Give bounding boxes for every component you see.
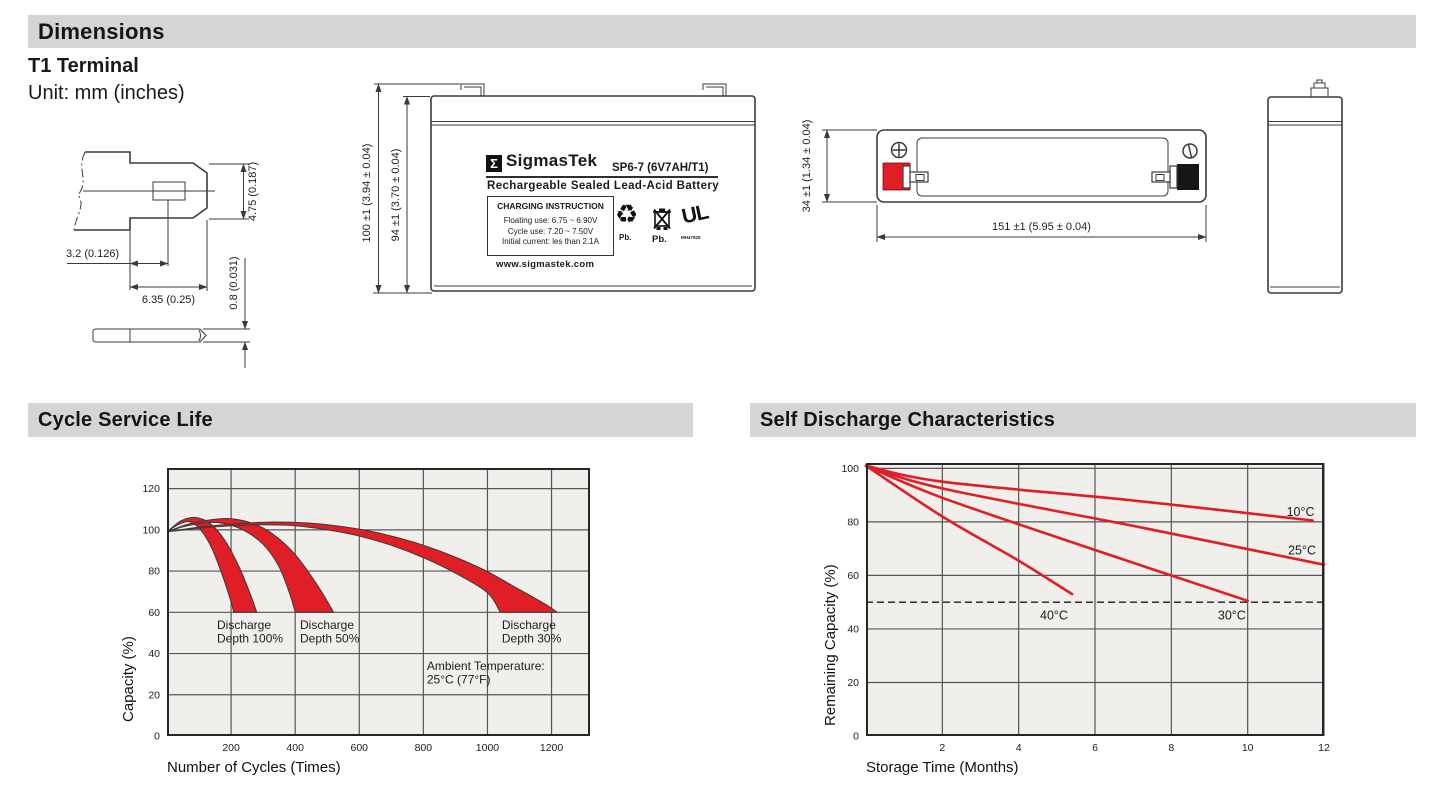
series-40°C <box>864 464 1074 596</box>
side-terminal <box>1310 87 1329 98</box>
charging-line-1: Floating use: 6.75 ~ 6.90V <box>503 216 598 225</box>
crossed-bin-icon <box>653 208 671 230</box>
front-terminal-left <box>460 83 485 96</box>
dim-terminal-height: 4.75 (0.187) <box>247 162 259 221</box>
dim-terminal-thickness: 0.8 (0.031) <box>228 256 240 309</box>
chart-annotation: 25°C (77°F) <box>427 673 491 687</box>
cycle-service-life-band: Cycle Service Life <box>28 403 693 437</box>
series-10°C <box>864 464 1314 522</box>
y-tick: 80 <box>148 566 160 578</box>
battery-front-view: 100 ±1 (3.94 ± 0.04) 94 ±1 (3.70 ± 0.04) <box>361 83 756 294</box>
dim-front-overall-height: 100 ±1 (3.94 ± 0.04) <box>361 144 373 243</box>
unit-note: Unit: mm (inches) <box>28 82 185 104</box>
front-terminal-right <box>702 83 727 96</box>
label-divider <box>486 175 718 178</box>
dim-front-case-height: 94 ±1 (3.70 ± 0.04) <box>390 149 402 242</box>
y-tick: 60 <box>847 570 859 582</box>
chart-annotation: Discharge <box>502 618 556 632</box>
charging-line-3: Initial current: les than 2.1A <box>502 237 599 246</box>
series-label-10°C: 10°C <box>1287 505 1315 519</box>
sigma-logo: Σ <box>486 155 502 172</box>
dim-top-depth: 34 ±1 (1.34 ± 0.04) <box>801 120 813 213</box>
terminal-blade-view <box>92 328 207 343</box>
plus-symbol-icon <box>890 141 908 159</box>
model-number: SP6-7 (6V7AH/T1) <box>612 162 709 174</box>
negative-terminal <box>1177 164 1199 190</box>
x-tick: 6 <box>1092 742 1098 754</box>
self-discharge-ylabel: Remaining Capacity (%) <box>822 564 839 726</box>
y-tick: 40 <box>847 623 859 635</box>
y-tick: 80 <box>847 516 859 528</box>
x-tick: 800 <box>415 742 433 754</box>
chart-annotation: Depth 100% <box>217 631 283 645</box>
x-tick: 1200 <box>540 742 564 754</box>
dim-terminal-width: 6.35 (0.25) <box>142 294 195 306</box>
recycle-icon: ♻ <box>615 200 639 230</box>
minus-symbol-icon <box>1182 143 1198 159</box>
x-tick: 1000 <box>476 742 500 754</box>
battery-side-view <box>1267 79 1343 294</box>
y-tick: 40 <box>148 648 160 660</box>
top-view-lid <box>916 137 1169 197</box>
cycle-chart-ylabel: Capacity (%) <box>120 636 137 722</box>
terminal-hole <box>152 181 186 201</box>
chart-annotation: Depth 30% <box>502 631 562 645</box>
y-tick: 20 <box>847 677 859 689</box>
x-tick: 4 <box>1016 742 1022 754</box>
self-discharge-band: Self Discharge Characteristics <box>750 403 1416 437</box>
dim-terminal-offset: 3.2 (0.126) <box>66 248 119 260</box>
cycle-service-life-title: Cycle Service Life <box>38 408 213 431</box>
dimensions-header-band: Dimensions <box>28 15 1416 48</box>
band-discharge-depth-30% <box>166 521 559 613</box>
charging-line-2: Cycle use: 7.20 ~ 7.50V <box>507 226 594 236</box>
x-tick: 600 <box>351 742 369 754</box>
battery-top-view: 34 ±1 (1.34 ± 0.04) 151 ±1 (5.95 ± 0.04) <box>801 120 1207 242</box>
battery-case <box>430 95 756 292</box>
x-tick: 400 <box>286 742 304 754</box>
side-view-case <box>1267 96 1343 294</box>
series-label-30°C: 30°C <box>1218 609 1246 623</box>
charging-title: CHARGING INSTRUCTION <box>497 201 604 211</box>
series-label-25°C: 25°C <box>1288 544 1316 558</box>
band-discharge-depth-50% <box>166 517 335 613</box>
cycle-chart-xlabel: Number of Cycles (Times) <box>167 759 341 776</box>
battery-type: Rechargeable Sealed Lead-Acid Battery <box>487 180 720 192</box>
y-tick: 60 <box>148 607 160 619</box>
y-tick: 100 <box>841 463 859 475</box>
y-tick: 100 <box>142 524 160 536</box>
ul-file-number: MH47929 <box>681 235 701 240</box>
t1-terminal-drawing: 4.75 (0.187) 3.2 (0.126) 6.35 (0.25) 0.8… <box>66 151 259 368</box>
series-30°C <box>864 464 1249 603</box>
x-tick: 10 <box>1242 742 1254 754</box>
x-tick: 2 <box>939 742 945 754</box>
chart-annotation: Ambient Temperature: <box>427 659 545 673</box>
dimensions-title: Dimensions <box>38 18 165 44</box>
pb-bin-label: Pb. <box>652 234 667 245</box>
x-tick: 8 <box>1168 742 1174 754</box>
self-discharge-xlabel: Storage Time (Months) <box>866 759 1019 776</box>
website: www.sigmastek.com <box>496 259 595 270</box>
y-tick: 120 <box>142 483 160 495</box>
brand-name: SigmasTek <box>506 151 598 170</box>
x-tick: 200 <box>222 742 240 754</box>
cycle-service-life-chart: 200 400 600 800 1000 1200 0 20 40 60 80 100 120 Disch… <box>142 468 590 754</box>
self-discharge-chart: 2 4 6 8 10 12 0 20 40 60 80 100 10°C 25°C 30°C 40°C <box>841 463 1330 754</box>
charging-instruction-box: CHARGING INSTRUCTION Floating use: 6.75 … <box>487 196 614 256</box>
y-tick: 0 <box>154 731 160 743</box>
y-tick: 20 <box>148 689 160 701</box>
series-label-40°C: 40°C <box>1040 609 1068 623</box>
self-discharge-title: Self Discharge Characteristics <box>760 408 1056 431</box>
chart-annotation: Discharge <box>217 618 271 632</box>
dim-top-width: 151 ±1 (5.95 ± 0.04) <box>992 221 1091 233</box>
series-25°C <box>864 464 1326 566</box>
break-line <box>73 151 86 231</box>
top-view-case <box>876 129 1207 203</box>
chart-annotation: Discharge <box>300 618 354 632</box>
pb-recycle-label: Pb. <box>619 233 632 242</box>
chart-annotation: Depth 50% <box>300 631 360 645</box>
y-tick: 0 <box>853 731 859 743</box>
x-tick: 12 <box>1318 742 1330 754</box>
t1-terminal-title: T1 Terminal <box>28 55 139 77</box>
